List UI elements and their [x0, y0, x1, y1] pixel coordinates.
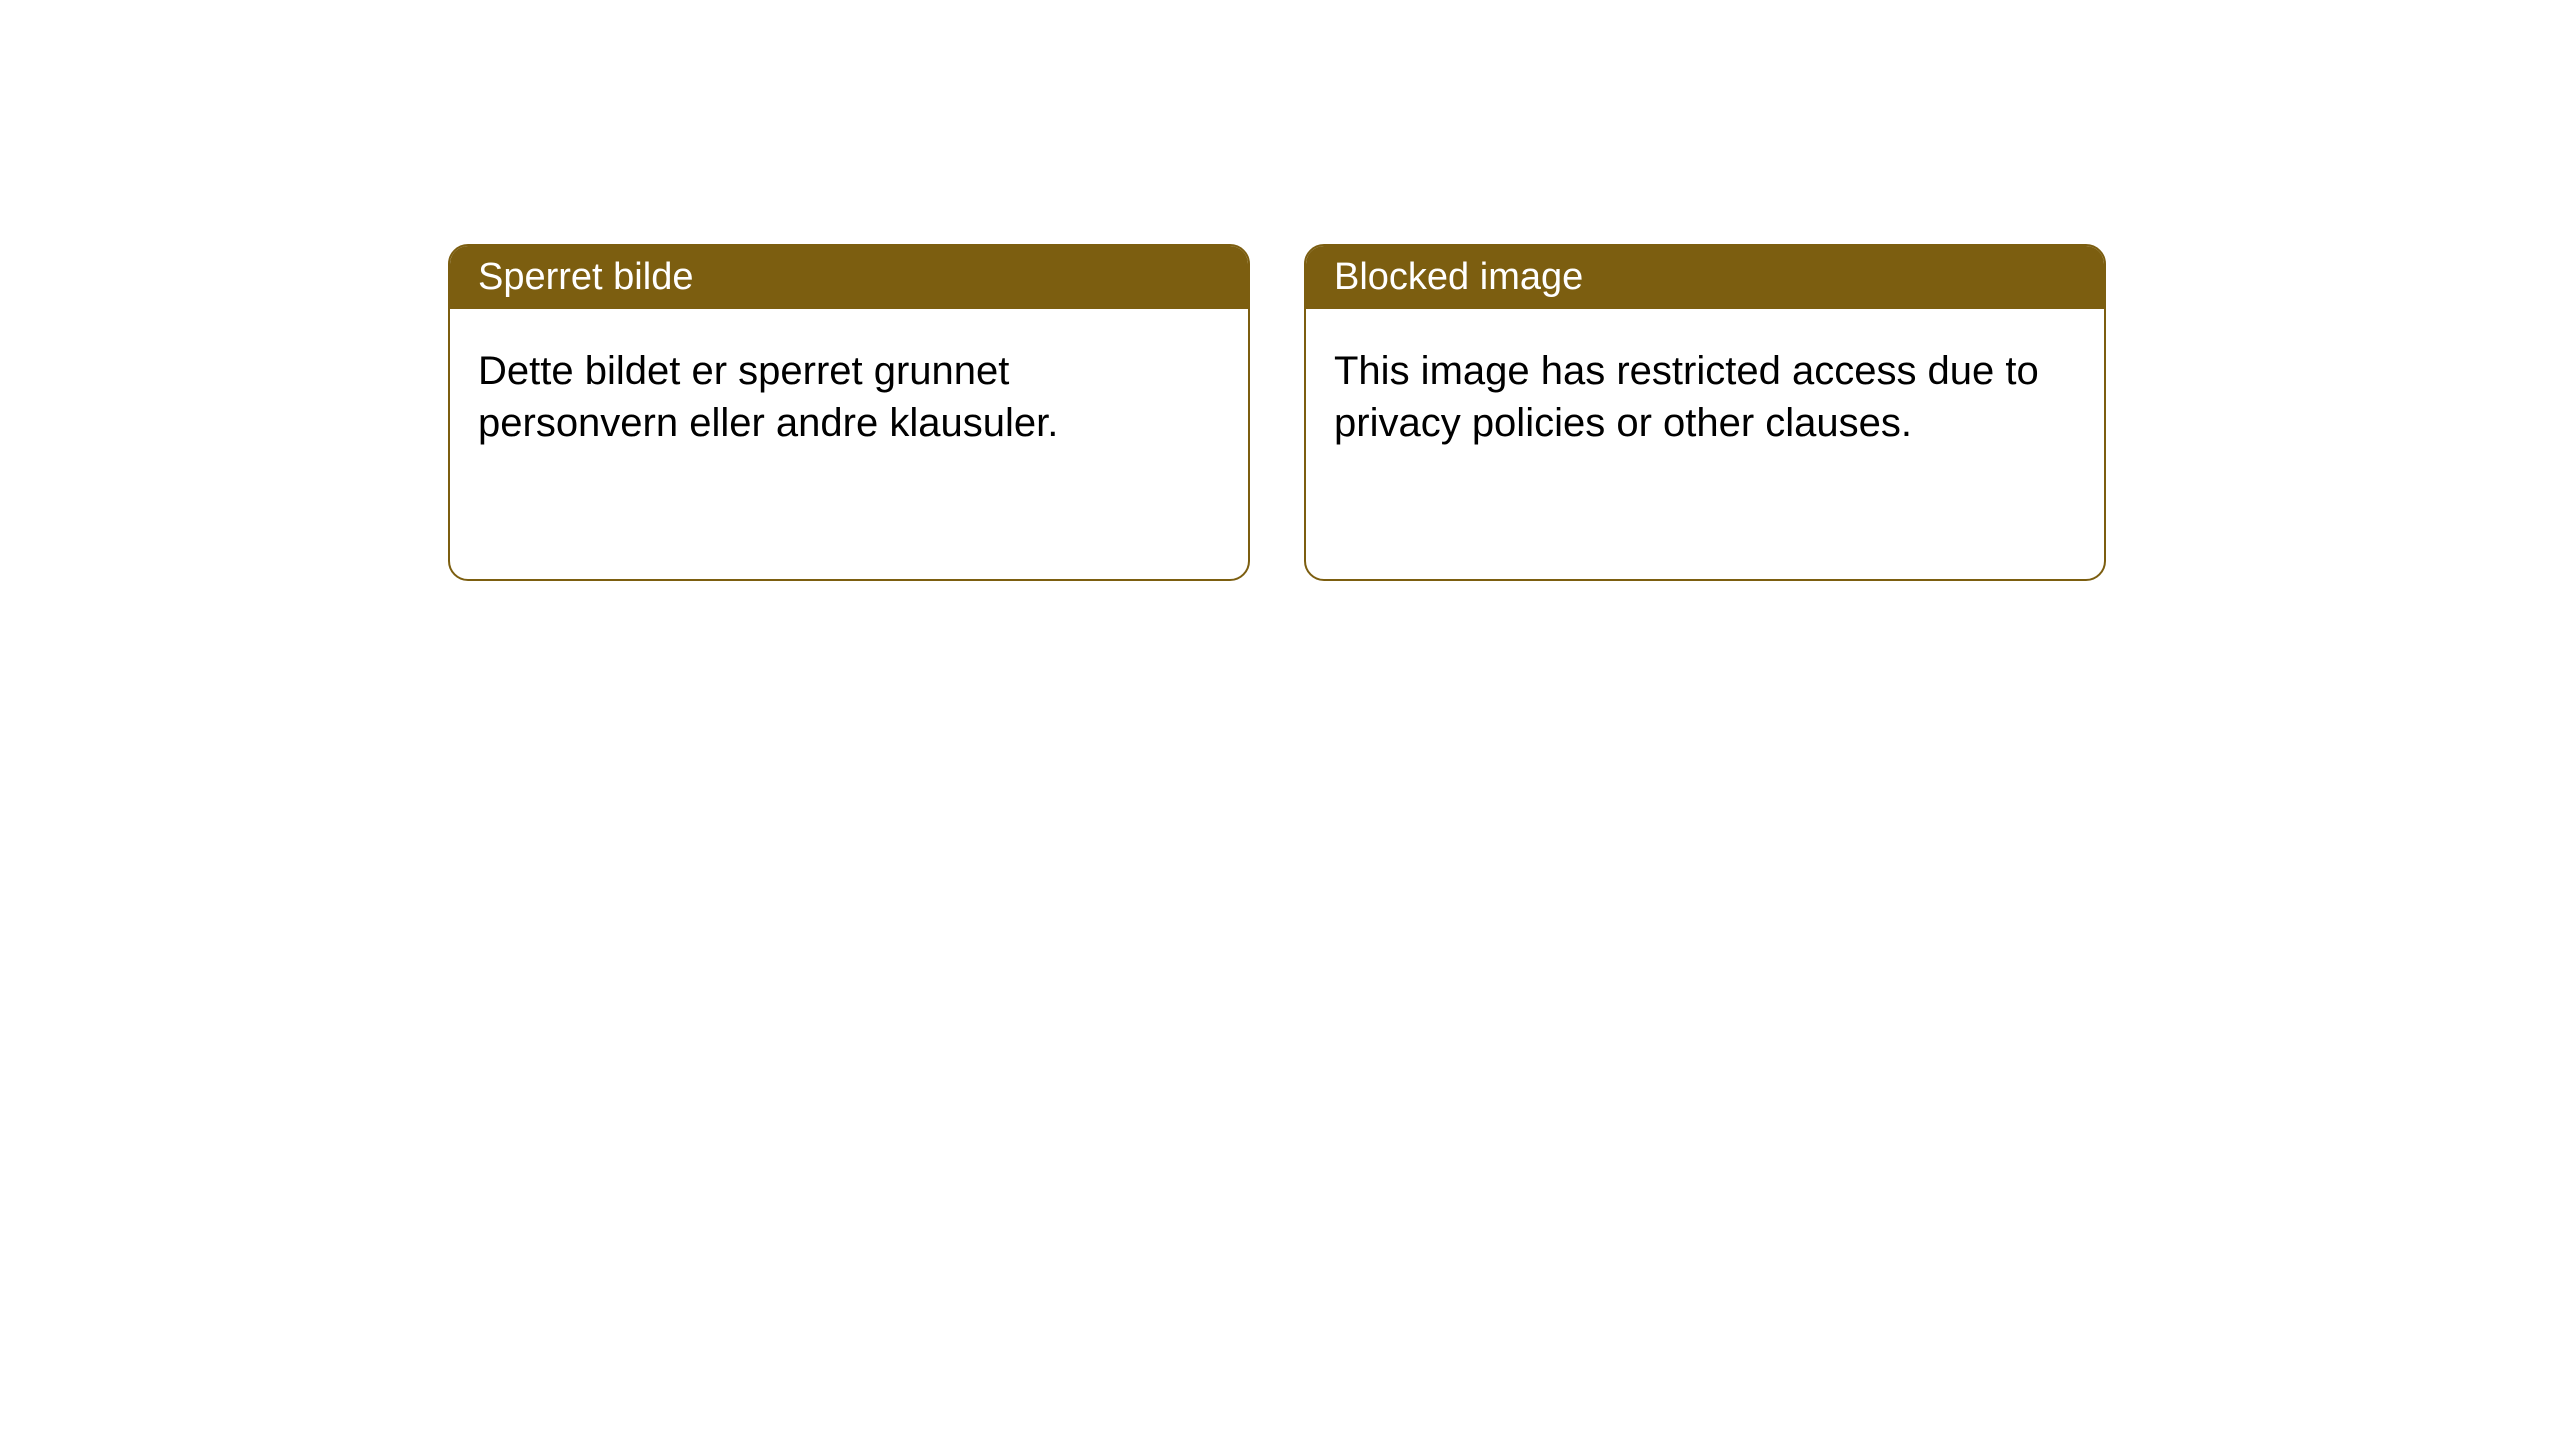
notice-body: Dette bildet er sperret grunnet personve… [450, 309, 1248, 485]
notice-title: Blocked image [1334, 256, 1583, 298]
notice-body-text: Dette bildet er sperret grunnet personve… [478, 349, 1058, 445]
notice-title: Sperret bilde [478, 256, 693, 298]
notice-container: Sperret bilde Dette bildet er sperret gr… [0, 0, 2560, 581]
notice-body: This image has restricted access due to … [1306, 309, 2104, 485]
notice-header: Sperret bilde [450, 246, 1248, 309]
notice-card-norwegian: Sperret bilde Dette bildet er sperret gr… [448, 244, 1250, 581]
notice-body-text: This image has restricted access due to … [1334, 349, 2039, 445]
notice-header: Blocked image [1306, 246, 2104, 309]
notice-card-english: Blocked image This image has restricted … [1304, 244, 2106, 581]
